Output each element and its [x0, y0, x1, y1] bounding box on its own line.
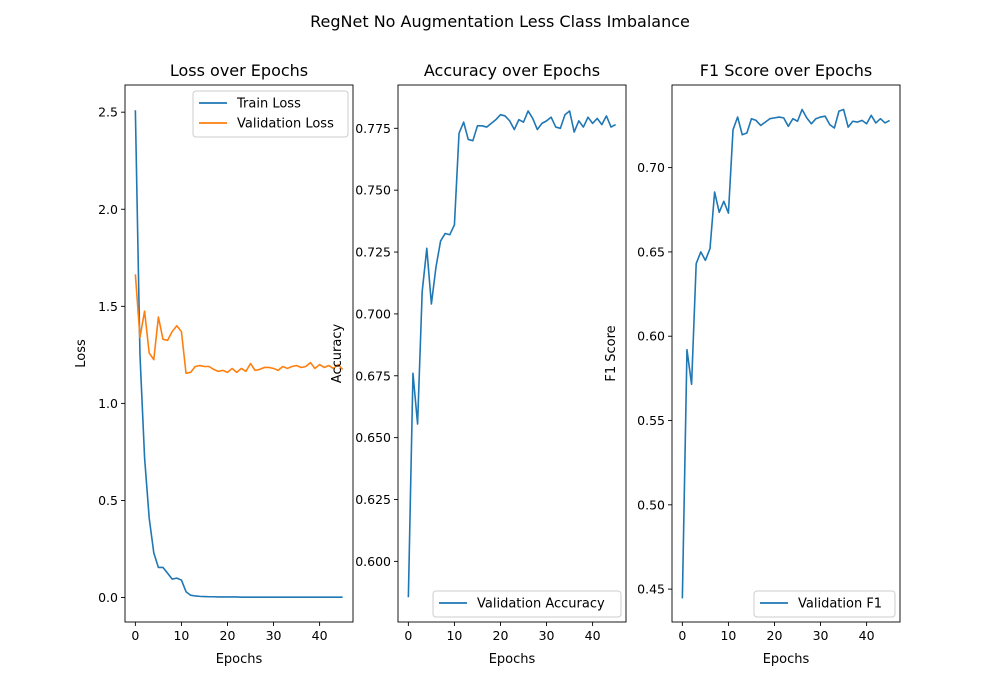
y-tick-label: 0.55: [637, 413, 665, 428]
y-tick-label: 0.650: [355, 430, 391, 445]
x-tick-label: 30: [539, 628, 555, 643]
x-tick-label: 20: [493, 628, 509, 643]
series-line-1: [134, 110, 343, 598]
subplot-title: F1 Score over Epochs: [700, 61, 872, 80]
x-tick-label: 40: [585, 628, 601, 643]
x-tick-label: 10: [720, 628, 736, 643]
figure-title: RegNet No Augmentation Less Class Imbala…: [310, 12, 690, 31]
y-tick-label: 0.675: [355, 368, 391, 383]
x-tick-label: 40: [859, 628, 875, 643]
legend: Validation F1: [753, 590, 896, 618]
legend-label: Validation F1: [798, 597, 882, 612]
y-axis-label: Accuracy: [330, 324, 345, 384]
series-line-1: [681, 108, 891, 599]
subplot-3: F1 Score over Epochs 0 10 20 30 40 0.45 0.50 0.5…: [604, 61, 901, 667]
y-tick-label: 0.600: [355, 554, 391, 569]
legend-box: [432, 590, 622, 618]
y-tick-label: 0.750: [355, 183, 391, 198]
legend-box: [753, 590, 896, 618]
subplots: Loss over Epochs 0 10 20 30 40 0.0 0.5 1.0 1.5 2.0…: [74, 61, 901, 667]
legend-box: [192, 90, 349, 138]
y-tick-label: 0.0: [98, 590, 118, 605]
y-tick-label: 0.50: [637, 497, 665, 512]
x-axis-label: Epochs: [489, 652, 536, 667]
x-tick-label: 30: [813, 628, 829, 643]
y-tick-label: 2.5: [98, 105, 118, 120]
series-line-1: [407, 110, 617, 598]
x-tick-label: 20: [220, 628, 236, 643]
legend-label: Validation Loss: [237, 117, 334, 132]
y-tick-label: 0.775: [355, 121, 391, 136]
subplot-title: Loss over Epochs: [170, 61, 308, 80]
y-axis-label: F1 Score: [604, 325, 619, 381]
x-tick-label: 0: [131, 628, 139, 643]
x-axis-label: Epochs: [216, 652, 263, 667]
series-line-2: [134, 274, 344, 375]
x-tick-label: 10: [446, 628, 462, 643]
y-tick-label: 0.45: [637, 582, 665, 597]
x-tick-label: 0: [678, 628, 686, 643]
x-tick-label: 40: [312, 628, 328, 643]
y-tick-label: 1.5: [98, 299, 118, 314]
axes-frame: [397, 84, 627, 623]
subplot-1: Loss over Epochs 0 10 20 30 40 0.0 0.5 1.0 1.5 2.0…: [74, 61, 354, 667]
y-tick-label: 0.5: [98, 493, 118, 508]
axes-frame: [124, 84, 354, 623]
y-tick-label: 0.60: [637, 329, 665, 344]
y-tick-label: 0.625: [355, 492, 391, 507]
x-axis-label: Epochs: [763, 652, 810, 667]
legend-label: Validation Accuracy: [477, 597, 605, 612]
y-tick-label: 0.725: [355, 245, 391, 260]
axes-frame: [671, 84, 901, 623]
legend-label: Train Loss: [236, 97, 301, 112]
legend: Validation Accuracy: [432, 590, 622, 618]
subplot-title: Accuracy over Epochs: [424, 61, 600, 80]
y-tick-label: 0.700: [355, 306, 391, 321]
y-tick-label: 1.0: [98, 396, 118, 411]
x-tick-label: 30: [266, 628, 282, 643]
legend: Train Loss Validation Loss: [192, 90, 349, 138]
y-tick-label: 0.70: [637, 160, 665, 175]
subplot-2: Accuracy over Epochs 0 10 20 30 40 0.600 0.625 0…: [330, 61, 627, 667]
y-axis-label: Loss: [74, 339, 89, 368]
y-tick-label: 2.0: [98, 202, 118, 217]
y-tick-label: 0.65: [637, 244, 665, 259]
x-tick-label: 10: [173, 628, 189, 643]
x-tick-label: 0: [404, 628, 412, 643]
x-tick-label: 20: [767, 628, 783, 643]
